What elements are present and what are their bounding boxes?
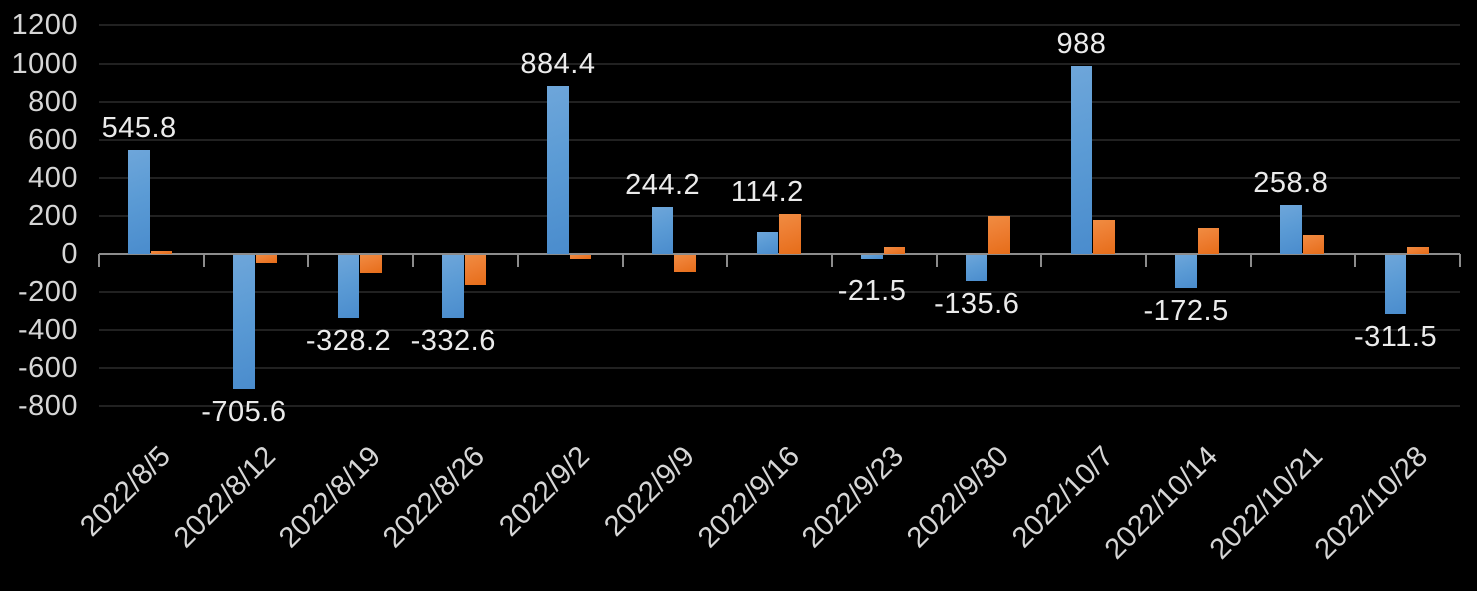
bar-series-blue <box>1280 204 1302 254</box>
x-axis-tickmark <box>1145 254 1147 267</box>
data-label: 258.8 <box>1253 166 1329 199</box>
data-label: -172.5 <box>1143 294 1229 327</box>
y-axis-tick-label: 800 <box>28 85 78 118</box>
bar-series-orange <box>360 255 382 274</box>
data-label: 114.2 <box>730 175 804 208</box>
x-axis-category-label: 2022/10/14 <box>1099 440 1225 566</box>
x-axis-category-label: 2022/9/9 <box>598 440 701 543</box>
y-axis-tick-label: 0 <box>61 238 78 270</box>
y-gridline <box>99 138 1461 141</box>
y-axis-tick-label: 600 <box>28 123 78 156</box>
bar-series-orange <box>883 246 906 254</box>
bar-series-orange <box>1407 246 1429 254</box>
y-gridline <box>99 24 1461 27</box>
x-axis-tickmark <box>1354 254 1357 267</box>
bar-series-orange <box>1093 219 1115 254</box>
bar-series-blue <box>965 255 988 281</box>
bar-series-blue <box>128 150 150 254</box>
x-axis-category-label: 2022/9/2 <box>493 440 597 543</box>
bar-series-orange <box>988 215 1010 254</box>
y-gridline <box>99 405 1461 408</box>
bar-series-blue <box>547 85 569 254</box>
x-axis-tickmark <box>1040 254 1043 267</box>
data-label: 988 <box>1056 27 1107 60</box>
y-axis-tick-label: -800 <box>17 390 78 423</box>
data-label: -705.6 <box>201 396 287 429</box>
x-axis-category-label: 2022/10/28 <box>1308 440 1434 566</box>
x-axis-tickmark <box>1459 254 1462 267</box>
bar-series-blue <box>651 207 674 254</box>
x-axis-category-label: 2022/10/21 <box>1203 440 1329 566</box>
y-axis-tick-label: -600 <box>17 352 78 385</box>
bar-series-orange <box>779 213 801 254</box>
x-axis-category-label: 2022/9/23 <box>796 440 911 555</box>
x-axis-category-label: 2022/8/19 <box>272 440 387 555</box>
bar-series-orange <box>1302 234 1325 254</box>
bar-series-orange <box>464 255 487 285</box>
y-axis-tick-label: 1000 <box>11 47 78 80</box>
bar-series-blue <box>337 255 360 318</box>
x-axis-category-label: 2022/8/12 <box>168 440 282 555</box>
bar-series-orange <box>674 255 696 273</box>
data-label: -21.5 <box>837 275 907 307</box>
x-axis-tickmark <box>516 254 519 267</box>
y-gridline <box>99 62 1461 65</box>
bar-series-blue <box>1175 255 1197 288</box>
y-gridline <box>99 100 1461 103</box>
x-axis-tickmark <box>1249 254 1252 267</box>
y-gridline <box>99 176 1461 179</box>
y-axis-tick-label: -200 <box>17 276 78 309</box>
data-label: -135.6 <box>934 287 1020 320</box>
x-axis-category-label: 2022/8/5 <box>74 440 178 543</box>
data-label: -332.6 <box>410 325 496 358</box>
y-gridline <box>99 367 1461 370</box>
y-axis-tick-label: 400 <box>28 161 78 194</box>
x-axis-category-label: 2022/9/16 <box>691 440 806 555</box>
bar-series-blue <box>442 255 464 319</box>
data-label: -311.5 <box>1354 321 1438 354</box>
x-axis-tickmark <box>830 254 833 267</box>
x-axis-tickmark <box>412 254 415 267</box>
data-label: -328.2 <box>305 324 392 357</box>
x-axis-tickmark <box>935 254 938 267</box>
bar-series-orange <box>569 255 592 259</box>
bar-series-blue <box>1070 65 1093 254</box>
y-gridline <box>99 291 1461 294</box>
bar-series-orange <box>150 251 173 254</box>
bar-series-orange <box>255 255 278 263</box>
y-axis-tick-label: 200 <box>28 199 78 232</box>
bar-series-blue <box>233 255 255 390</box>
bar-series-blue <box>1384 255 1407 315</box>
x-axis-tickmark <box>726 254 729 267</box>
y-axis-tick-label: 1200 <box>11 9 78 42</box>
bar-series-orange <box>1197 228 1220 254</box>
data-label: 884.4 <box>520 47 596 80</box>
x-axis-tickmark <box>307 254 310 267</box>
x-axis-tickmark <box>202 254 205 267</box>
data-label: 244.2 <box>625 169 701 202</box>
x-axis-tickmark <box>98 254 100 267</box>
x-axis-category-label: 2022/8/26 <box>377 440 492 555</box>
data-label: 545.8 <box>101 112 177 145</box>
x-axis-tickmark <box>621 254 624 267</box>
y-axis-tick-label: -400 <box>17 314 78 347</box>
bar-series-blue <box>756 232 779 254</box>
x-axis-line <box>99 253 1461 255</box>
y-gridline <box>99 329 1461 332</box>
x-axis-category-label: 2022/9/30 <box>901 440 1015 555</box>
bar-series-blue <box>861 255 883 260</box>
